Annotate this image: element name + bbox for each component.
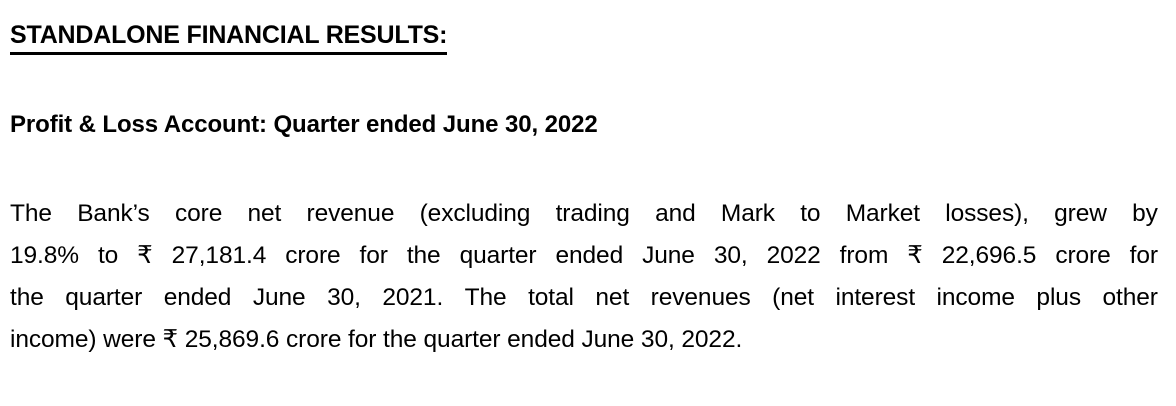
word: ₹ — [907, 242, 923, 269]
word: the — [406, 242, 441, 269]
word: Bank’s — [77, 200, 150, 227]
word: for — [1129, 242, 1158, 269]
word: plus — [1036, 284, 1081, 311]
word: the — [10, 284, 44, 311]
paragraph-body: The Bank’s core net revenue (excluding trading… — [10, 193, 1158, 361]
paragraph-line: The Bank’s core net revenue (excluding trading… — [10, 193, 1158, 235]
word: core — [174, 200, 223, 227]
word: June — [252, 284, 306, 311]
word: The — [464, 284, 507, 311]
word: revenue — [306, 200, 395, 227]
word: ₹ — [137, 242, 153, 269]
paragraph-line: income) were ₹ 25,869.6 crore for the qu… — [10, 326, 743, 353]
word: from — [839, 242, 889, 269]
word: income — [936, 284, 1015, 311]
word: June — [642, 242, 695, 269]
sub-heading: Profit & Loss Account: Quarter ended Jun… — [10, 111, 598, 138]
word: other — [1102, 284, 1158, 311]
word: to — [97, 242, 119, 269]
word: revenues — [650, 284, 751, 311]
word: trading — [555, 200, 630, 227]
word: The — [10, 200, 52, 227]
word: for — [359, 242, 388, 269]
word: 30, — [713, 242, 748, 269]
word: Mark — [720, 200, 775, 227]
word: by — [1132, 200, 1158, 227]
word: (excluding — [419, 200, 531, 227]
section-heading: STANDALONE FINANCIAL RESULTS: — [10, 20, 447, 55]
word: 19.8% — [10, 242, 79, 269]
word: to — [800, 200, 821, 227]
word: Market — [845, 200, 920, 227]
word: (net — [772, 284, 814, 311]
word: quarter — [459, 242, 537, 269]
word: crore — [285, 242, 341, 269]
word: and — [655, 200, 696, 227]
word: 27,181.4 — [171, 242, 267, 269]
word: grew — [1054, 200, 1107, 227]
word: net — [247, 200, 282, 227]
word: 22,696.5 — [941, 242, 1037, 269]
word: total — [528, 284, 574, 311]
word: interest — [835, 284, 916, 311]
word: 2021. — [382, 284, 444, 311]
word: losses), — [945, 200, 1029, 227]
paragraph-line: the quarter ended June 30, 2021. The total net re… — [10, 277, 1158, 319]
word: 30, — [327, 284, 361, 311]
word: quarter — [65, 284, 143, 311]
word: net — [595, 284, 630, 311]
word: crore — [1055, 242, 1111, 269]
word: ended — [555, 242, 624, 269]
word: ended — [163, 284, 232, 311]
word: 2022 — [766, 242, 821, 269]
paragraph-line: 19.8% to ₹27,181.4 crore for the quarter ended J… — [10, 235, 1158, 277]
